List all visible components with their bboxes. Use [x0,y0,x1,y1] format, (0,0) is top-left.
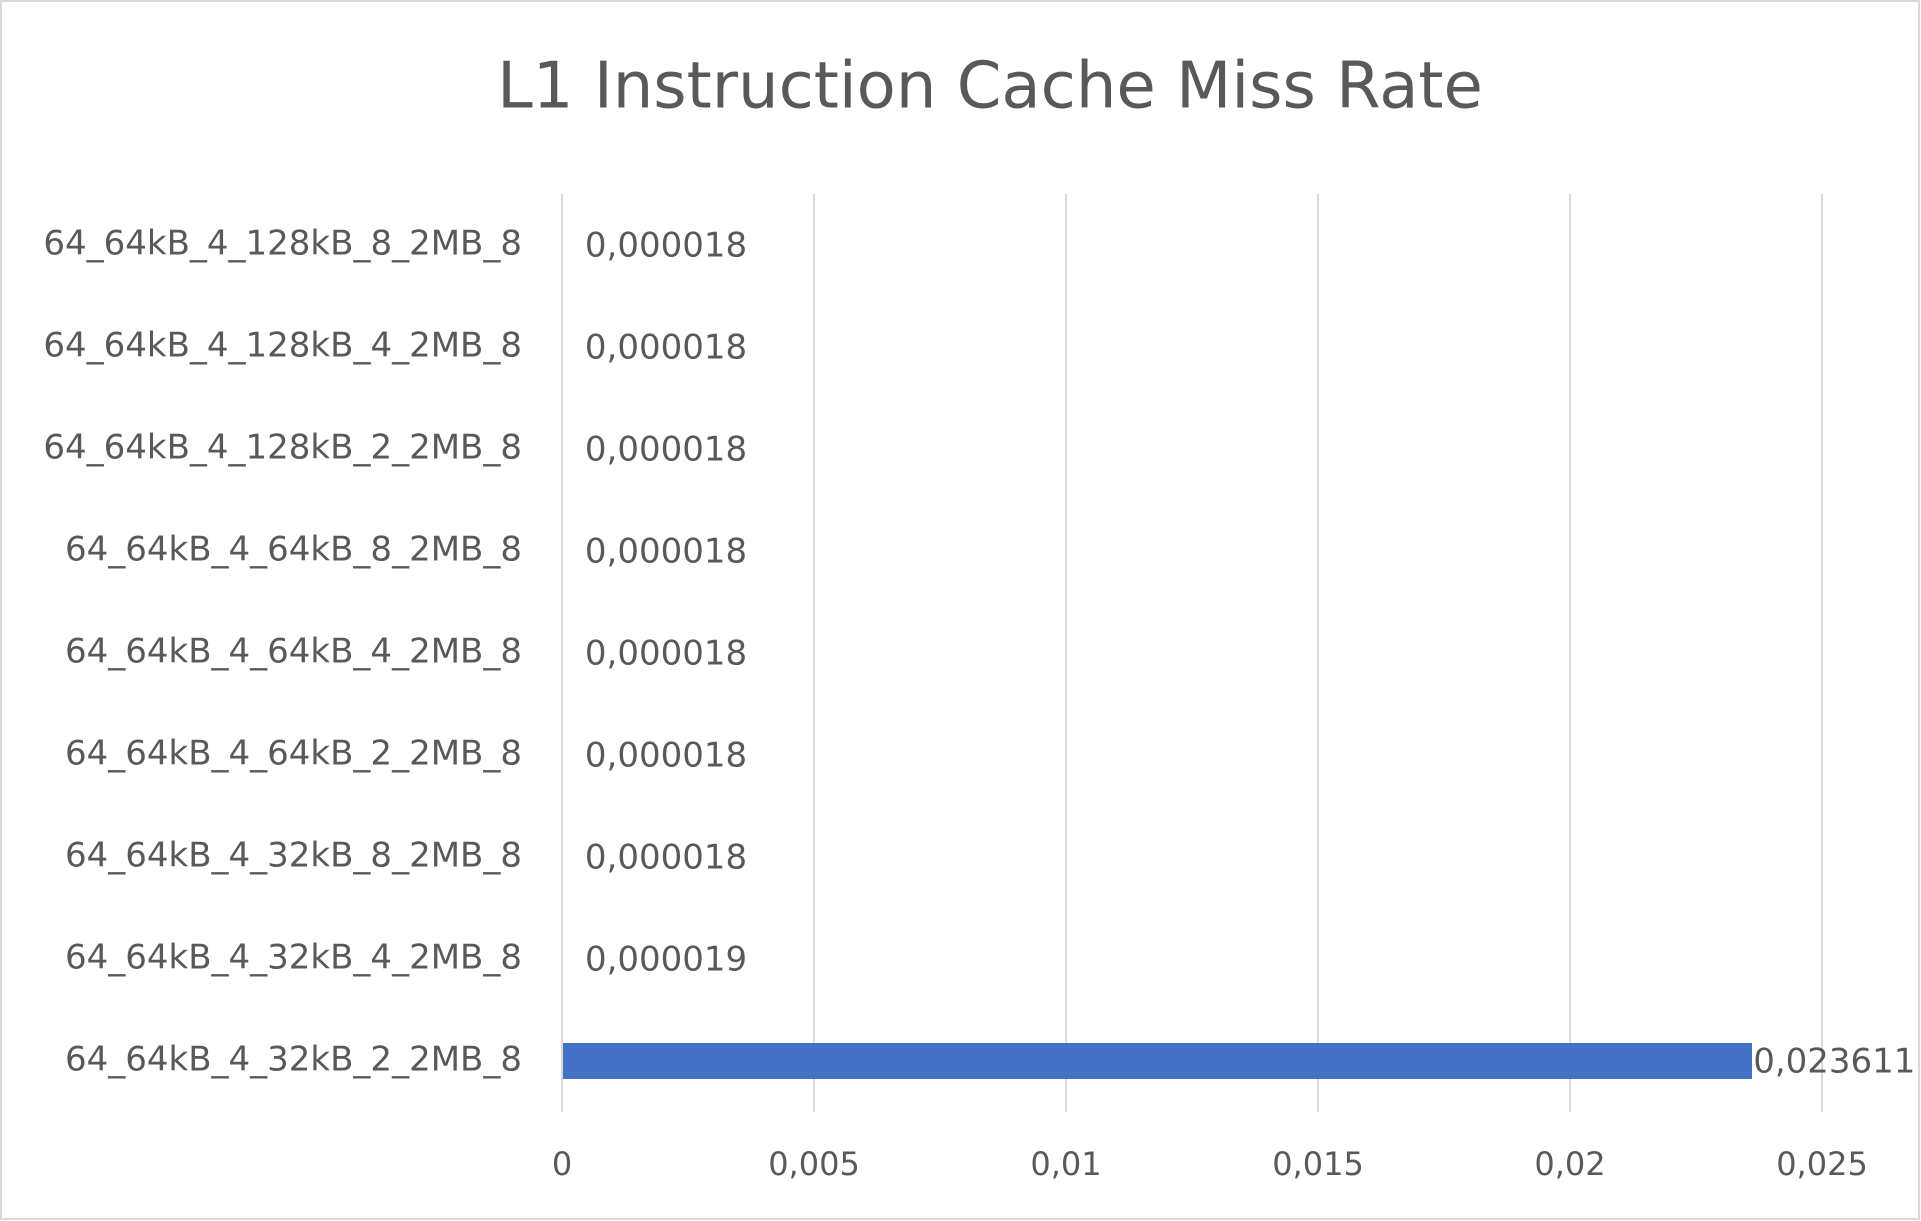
y-tick-label: 64_64kB_4_32kB_4_2MB_8 [65,938,522,978]
bar [562,1043,1752,1079]
x-tick-label: 0,02 [1534,1145,1605,1183]
value-label: 0,000018 [585,430,747,470]
value-label: 0,000019 [585,940,747,980]
y-tick-label: 64_64kB_4_64kB_2_2MB_8 [65,734,522,774]
x-tick-label: 0,01 [1030,1145,1101,1183]
y-tick-label: 64_64kB_4_128kB_2_2MB_8 [43,428,522,468]
value-label: 0,000018 [585,226,747,266]
chart-title: L1 Instruction Cache Miss Rate [497,50,1483,124]
x-tick-label: 0 [552,1145,572,1183]
y-tick-label: 64_64kB_4_128kB_4_2MB_8 [43,326,522,366]
x-tick-label: 0,025 [1776,1145,1868,1183]
y-tick-label: 64_64kB_4_32kB_2_2MB_8 [65,1040,522,1080]
x-tick-label: 0,015 [1272,1145,1364,1183]
value-label: 0,023611 [1753,1042,1915,1082]
value-label: 0,000018 [585,634,747,674]
y-tick-label: 64_64kB_4_32kB_8_2MB_8 [65,836,522,876]
y-tick-label: 64_64kB_4_64kB_8_2MB_8 [65,530,522,570]
value-label: 0,000018 [585,328,747,368]
value-label: 0,000018 [585,736,747,776]
y-tick-label: 64_64kB_4_128kB_8_2MB_8 [43,224,522,264]
y-tick-label: 64_64kB_4_64kB_4_2MB_8 [65,632,522,672]
value-label: 0,000018 [585,838,747,878]
x-tick-label: 0,005 [768,1145,860,1183]
value-label: 0,000018 [585,532,747,572]
